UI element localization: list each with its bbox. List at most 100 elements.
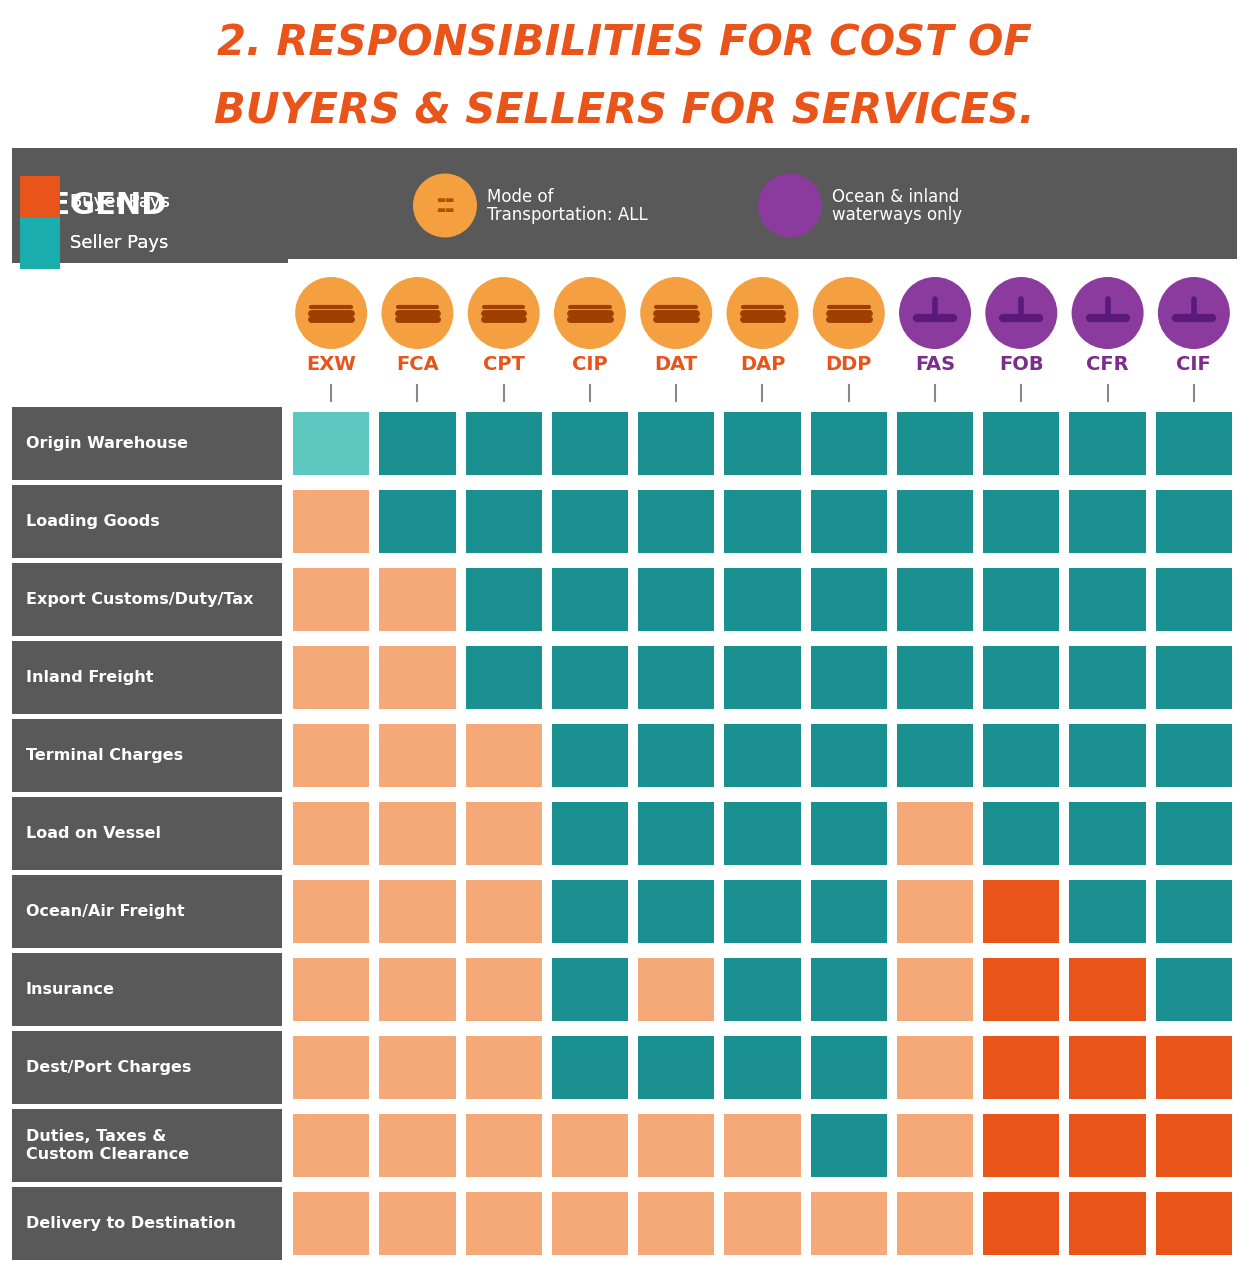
FancyBboxPatch shape	[897, 490, 973, 553]
Text: Seller Pays: Seller Pays	[70, 234, 169, 252]
FancyBboxPatch shape	[294, 1114, 370, 1178]
FancyBboxPatch shape	[12, 1108, 282, 1181]
FancyBboxPatch shape	[724, 1036, 801, 1100]
Text: Inland Freight: Inland Freight	[26, 669, 154, 685]
FancyBboxPatch shape	[897, 1036, 973, 1100]
FancyBboxPatch shape	[811, 881, 887, 943]
Text: DAP: DAP	[739, 356, 786, 375]
FancyBboxPatch shape	[811, 1036, 887, 1100]
FancyBboxPatch shape	[466, 568, 542, 631]
Circle shape	[985, 276, 1058, 349]
FancyBboxPatch shape	[724, 412, 801, 475]
FancyBboxPatch shape	[380, 412, 456, 475]
FancyBboxPatch shape	[289, 262, 1237, 266]
FancyBboxPatch shape	[983, 568, 1059, 631]
FancyBboxPatch shape	[294, 881, 370, 943]
FancyBboxPatch shape	[983, 957, 1059, 1021]
FancyBboxPatch shape	[380, 568, 456, 631]
Circle shape	[1072, 276, 1144, 349]
FancyBboxPatch shape	[897, 1114, 973, 1178]
FancyBboxPatch shape	[20, 218, 60, 269]
FancyBboxPatch shape	[466, 881, 542, 943]
Text: Terminal Charges: Terminal Charges	[26, 748, 184, 763]
FancyBboxPatch shape	[294, 412, 370, 475]
FancyBboxPatch shape	[1155, 1036, 1232, 1100]
FancyBboxPatch shape	[552, 724, 628, 787]
FancyBboxPatch shape	[724, 803, 801, 865]
FancyBboxPatch shape	[466, 490, 542, 553]
Text: Origin Warehouse: Origin Warehouse	[26, 436, 189, 451]
FancyBboxPatch shape	[811, 957, 887, 1021]
FancyBboxPatch shape	[1069, 568, 1145, 631]
FancyBboxPatch shape	[294, 646, 370, 709]
FancyBboxPatch shape	[1069, 646, 1145, 709]
FancyBboxPatch shape	[1155, 412, 1232, 475]
Text: Loading Goods: Loading Goods	[26, 515, 160, 529]
FancyBboxPatch shape	[1155, 881, 1232, 943]
FancyBboxPatch shape	[466, 957, 542, 1021]
FancyBboxPatch shape	[380, 881, 456, 943]
FancyBboxPatch shape	[724, 490, 801, 553]
Text: CFR: CFR	[1087, 356, 1129, 375]
FancyBboxPatch shape	[552, 490, 628, 553]
Text: Load on Vessel: Load on Vessel	[26, 826, 161, 841]
Circle shape	[555, 276, 626, 349]
Text: Seller Pays: Seller Pays	[70, 234, 169, 252]
FancyBboxPatch shape	[12, 148, 1237, 262]
FancyBboxPatch shape	[12, 719, 282, 792]
Text: Duties, Taxes &
Custom Clearance: Duties, Taxes & Custom Clearance	[26, 1129, 189, 1162]
FancyBboxPatch shape	[20, 218, 60, 269]
FancyBboxPatch shape	[1155, 803, 1232, 865]
Text: DDP: DDP	[826, 356, 872, 375]
FancyBboxPatch shape	[1155, 957, 1232, 1021]
FancyBboxPatch shape	[638, 1192, 714, 1254]
Text: waterways only: waterways only	[832, 206, 962, 224]
Text: CPT: CPT	[483, 356, 525, 375]
FancyBboxPatch shape	[811, 646, 887, 709]
FancyBboxPatch shape	[466, 803, 542, 865]
FancyBboxPatch shape	[294, 490, 370, 553]
FancyBboxPatch shape	[897, 1192, 973, 1254]
Circle shape	[295, 276, 367, 349]
FancyBboxPatch shape	[1069, 724, 1145, 787]
FancyBboxPatch shape	[1069, 412, 1145, 475]
Text: CIF: CIF	[1177, 356, 1212, 375]
FancyBboxPatch shape	[983, 803, 1059, 865]
Text: Delivery to Destination: Delivery to Destination	[26, 1216, 236, 1231]
FancyBboxPatch shape	[294, 957, 370, 1021]
FancyBboxPatch shape	[552, 957, 628, 1021]
Text: Buyer Pays: Buyer Pays	[70, 193, 170, 211]
Circle shape	[1158, 276, 1230, 349]
FancyBboxPatch shape	[1069, 957, 1145, 1021]
FancyBboxPatch shape	[724, 957, 801, 1021]
FancyBboxPatch shape	[811, 1114, 887, 1178]
FancyBboxPatch shape	[466, 1192, 542, 1254]
FancyBboxPatch shape	[811, 568, 887, 631]
FancyBboxPatch shape	[380, 1192, 456, 1254]
Text: Export Customs/Duty/Tax: Export Customs/Duty/Tax	[26, 591, 254, 607]
FancyBboxPatch shape	[552, 803, 628, 865]
FancyBboxPatch shape	[552, 646, 628, 709]
FancyBboxPatch shape	[983, 646, 1059, 709]
Text: LEGEND: LEGEND	[30, 191, 166, 220]
FancyBboxPatch shape	[466, 412, 542, 475]
FancyBboxPatch shape	[12, 876, 282, 948]
FancyBboxPatch shape	[289, 259, 1237, 401]
Text: BUYERS & SELLERS FOR SERVICES.: BUYERS & SELLERS FOR SERVICES.	[214, 90, 1035, 132]
FancyBboxPatch shape	[724, 1114, 801, 1178]
FancyBboxPatch shape	[897, 646, 973, 709]
FancyBboxPatch shape	[1069, 1192, 1145, 1254]
FancyBboxPatch shape	[12, 1187, 282, 1260]
FancyBboxPatch shape	[724, 881, 801, 943]
FancyBboxPatch shape	[1155, 490, 1232, 553]
FancyBboxPatch shape	[12, 1030, 282, 1103]
FancyBboxPatch shape	[638, 1036, 714, 1100]
Text: Ocean & inland: Ocean & inland	[832, 188, 959, 206]
FancyBboxPatch shape	[380, 803, 456, 865]
FancyBboxPatch shape	[12, 797, 282, 870]
FancyBboxPatch shape	[983, 412, 1059, 475]
FancyBboxPatch shape	[638, 724, 714, 787]
Text: DAT: DAT	[654, 356, 698, 375]
Circle shape	[467, 276, 540, 349]
FancyBboxPatch shape	[983, 724, 1059, 787]
